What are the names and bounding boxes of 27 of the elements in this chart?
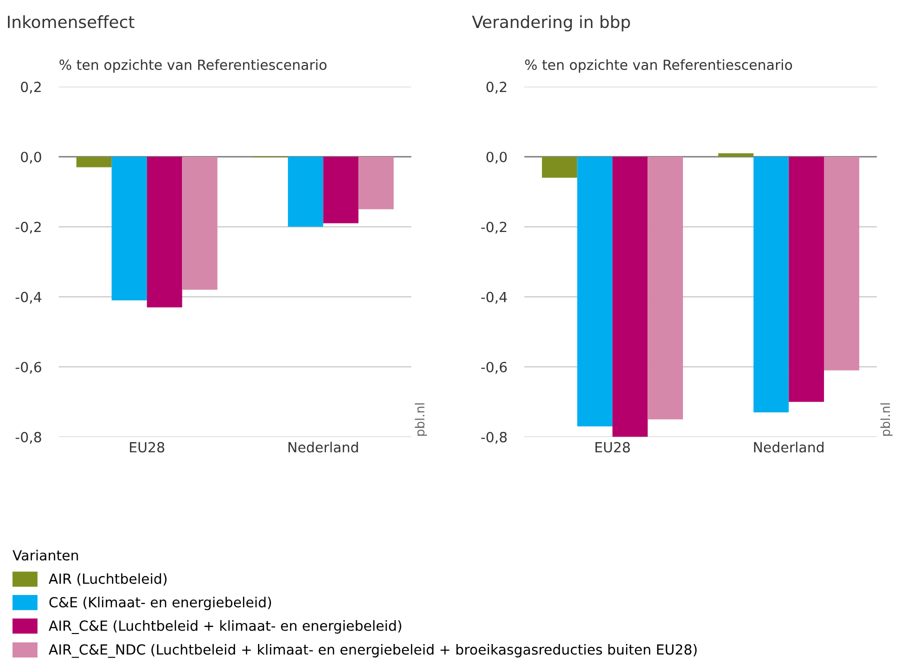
y-axis-title: % ten opzichte van Referentiescenario <box>525 59 792 73</box>
y-tick-label: -0,4 <box>481 292 507 304</box>
x-tick-label: EU28 <box>596 442 630 452</box>
chart-title: Inkomenseffect <box>8 15 134 28</box>
x-tick-label: EU28 <box>130 442 164 452</box>
y-tick-label: 0,0 <box>20 152 42 164</box>
y-tick-label: -0,6 <box>481 362 507 374</box>
x-tick-label: Nederland <box>754 442 824 452</box>
y-tick-label: 0,2 <box>20 82 41 94</box>
y-tick-label: 0,0 <box>486 152 507 164</box>
chart-title: Verandering in bbp <box>472 15 630 32</box>
legend-title: Varianten <box>12 550 78 561</box>
legend-label: C&E (Klimaat- en energiebeleid) <box>49 596 272 610</box>
y-tick-label: -0,8 <box>16 432 42 444</box>
legend-label: AIR_C&E (Luchtbeleid + klimaat- en energiebeleid) <box>48 620 402 634</box>
x-tick-label: Nederland <box>288 442 358 452</box>
y-axis-title: % ten opzichte van Referentiescenario <box>60 59 326 73</box>
text: pbl.nl <box>414 403 427 436</box>
y-tick-label: -0,8 <box>481 432 507 444</box>
y-tick-label: 0,2 <box>486 82 506 94</box>
y-tick-label: -0,2 <box>481 222 506 234</box>
legend-label: AIR_C&E_NDC (Luchtbeleid + klimaat- en energiebeleid + broeikasgasreducties buiten EU28) <box>48 644 697 658</box>
text: pbl.nl <box>880 403 893 436</box>
y-tick-label: -0,6 <box>16 362 42 374</box>
y-tick-label: -0,2 <box>16 222 41 234</box>
legend-label: AIR (Luchtbeleid) <box>48 573 167 586</box>
y-tick-label: -0,4 <box>16 292 42 304</box>
